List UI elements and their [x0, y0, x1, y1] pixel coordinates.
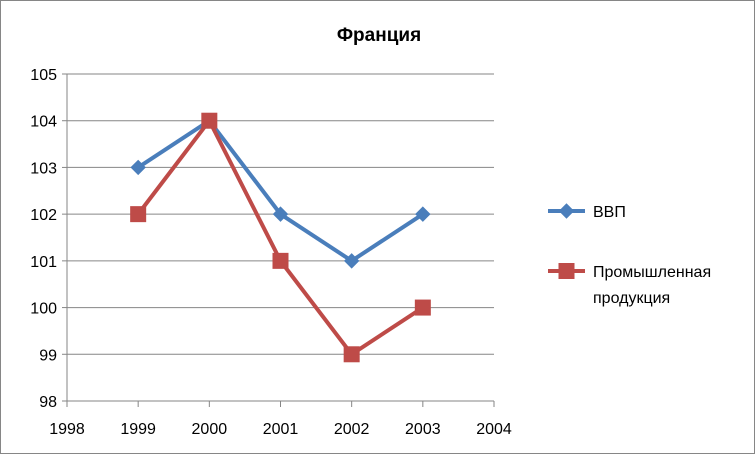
series-0 — [130, 113, 431, 269]
y-tick-label: 103 — [30, 160, 57, 177]
y-tick-label: 104 — [30, 114, 57, 131]
series-line — [136, 118, 424, 357]
x-tick-label: 2003 — [405, 421, 441, 438]
y-tick-label: 101 — [30, 254, 57, 271]
y-tick-label: 98 — [39, 394, 57, 411]
y-tick-label: 99 — [39, 347, 57, 364]
y-tick-label: 102 — [30, 207, 57, 224]
x-tick-label: 2004 — [476, 421, 512, 438]
legend-label: ВВП — [593, 204, 626, 221]
legend-marker — [558, 203, 575, 219]
series-layer — [130, 112, 431, 363]
data-point — [272, 252, 289, 269]
x-tick-label: 2001 — [263, 421, 299, 438]
y-tick-label: 100 — [30, 301, 57, 318]
x-tick-label: 1999 — [120, 421, 156, 438]
series-1 — [130, 112, 431, 363]
data-point — [130, 206, 147, 223]
data-point — [343, 346, 360, 363]
x-tick-label: 1998 — [49, 421, 85, 438]
legend-item: Промышленная продукция — [548, 263, 711, 307]
data-point — [272, 206, 289, 222]
data-point — [130, 159, 146, 176]
data-point — [201, 112, 218, 129]
legend-label: продукция — [593, 290, 670, 307]
data-point — [343, 253, 360, 269]
series-line — [137, 118, 424, 263]
legend-marker — [558, 263, 575, 279]
legend-label: Промышленная — [593, 264, 711, 281]
data-point — [414, 299, 431, 316]
legend: ВВП Промышленная продукция — [548, 203, 711, 307]
x-tick-label: 2002 — [334, 421, 370, 438]
legend-item: ВВП — [548, 203, 626, 221]
data-point — [415, 206, 431, 222]
chart-title: Франция — [337, 25, 421, 46]
axes: 98 99 100 101 102 103 104 105 1998 1999 2000 2001 20… — [30, 67, 512, 438]
y-tick-label: 105 — [30, 67, 57, 84]
x-tick-label: 2000 — [192, 421, 228, 438]
